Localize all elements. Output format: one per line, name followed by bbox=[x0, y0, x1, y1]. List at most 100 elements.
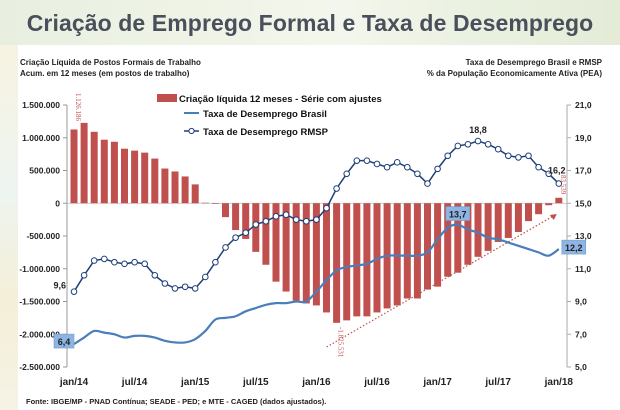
rmsp-point bbox=[404, 163, 411, 171]
left-axis-tick-label: 0 bbox=[55, 198, 60, 208]
bar bbox=[434, 203, 442, 287]
bar bbox=[80, 122, 88, 204]
data-labels: 1.126.186 -1.825.531 83.539 6,4 13,7 12,2 9,6 1… bbox=[53, 93, 587, 358]
rmsp-point bbox=[151, 272, 159, 279]
rmsp-point bbox=[242, 229, 249, 237]
bar bbox=[545, 203, 553, 206]
bar bbox=[272, 203, 280, 282]
legend-label-bars: Criação líquida 12 meses - Série com aju… bbox=[179, 94, 382, 105]
rmsp-point bbox=[90, 257, 98, 264]
legend: Criação líquida 12 meses - Série com aju… bbox=[157, 94, 382, 138]
rmsp-point bbox=[262, 217, 270, 225]
bar bbox=[444, 203, 452, 277]
legend-swatch-bars bbox=[157, 94, 177, 102]
rmsp-point bbox=[232, 234, 239, 241]
rmsp-point bbox=[373, 160, 381, 168]
trend-arrowhead bbox=[549, 214, 557, 220]
bar bbox=[110, 141, 118, 204]
right-axis-subtitle: Taxa de Desemprego Brasil e RMSP % da Po… bbox=[427, 57, 602, 79]
rmsp-point bbox=[292, 216, 300, 223]
right-subtitle-line-1: Taxa de Desemprego Brasil e RMSP bbox=[465, 58, 602, 67]
rmsp-point bbox=[474, 137, 482, 145]
rmsp-point bbox=[191, 285, 199, 292]
page-title: Criação de Emprego Formal e Taxa de Dese… bbox=[26, 10, 594, 36]
brasil-label-first-box bbox=[53, 333, 75, 349]
rmsp-point bbox=[252, 221, 260, 228]
rmsp-point bbox=[222, 244, 229, 251]
legend-marker-rmsp bbox=[188, 127, 195, 135]
trend-line bbox=[326, 213, 558, 348]
bar bbox=[403, 203, 411, 299]
bar bbox=[464, 203, 472, 265]
left-subtitle-line-2: Acum. em 12 meses (em postos de trabalho… bbox=[20, 69, 190, 78]
left-axis-tick-label: -2.500.000 bbox=[19, 362, 60, 372]
bar bbox=[141, 152, 149, 204]
bar bbox=[474, 203, 482, 257]
bar bbox=[70, 129, 78, 204]
bar-label-first: 1.126.186 bbox=[74, 93, 82, 122]
rmsp-point bbox=[525, 152, 532, 160]
right-axis-tick-label: 21,0 bbox=[575, 100, 592, 110]
brasil-label-peak-box bbox=[445, 206, 471, 221]
rmsp-label-peak: 18,8 bbox=[469, 125, 487, 135]
bar bbox=[484, 203, 492, 251]
bar bbox=[161, 168, 169, 204]
bar bbox=[353, 203, 361, 317]
rmsp-point bbox=[101, 255, 108, 263]
rmsp-point bbox=[70, 288, 78, 295]
bar bbox=[292, 203, 300, 301]
bar bbox=[312, 203, 320, 306]
rmsp-point bbox=[484, 141, 492, 148]
bar bbox=[504, 203, 512, 238]
rmsp-point bbox=[323, 204, 330, 212]
x-axis-tick-label: jan/14 bbox=[59, 377, 89, 388]
brasil-label-last: 12,2 bbox=[565, 243, 583, 253]
right-axis-tick-label: 17,0 bbox=[575, 166, 592, 176]
rmsp-point bbox=[131, 258, 138, 266]
rmsp-point bbox=[515, 154, 522, 161]
left-axis-tick-label: -2.000.000 bbox=[19, 329, 60, 339]
rmsp-point bbox=[434, 165, 441, 173]
bar bbox=[535, 203, 543, 215]
brasil-line bbox=[73, 223, 560, 345]
right-axis-tick-label: 15,0 bbox=[575, 198, 592, 208]
bar bbox=[323, 203, 330, 313]
bar bbox=[393, 203, 401, 306]
bar bbox=[90, 131, 98, 204]
brasil-label-peak: 13,7 bbox=[449, 210, 467, 220]
bar bbox=[232, 203, 240, 231]
left-axis-tick-label: 1.500.000 bbox=[22, 100, 60, 110]
rmsp-point bbox=[141, 260, 148, 268]
bar bbox=[413, 203, 421, 299]
x-axis-tick-label: jan/18 bbox=[544, 377, 574, 388]
legend-label-brasil: Taxa de Desemprego Brasil bbox=[203, 109, 327, 120]
rmsp-label-last: 16,2 bbox=[548, 166, 566, 176]
x-axis-tick-label: jul/14 bbox=[121, 377, 148, 388]
bar bbox=[181, 176, 189, 204]
bar bbox=[262, 203, 270, 265]
bar-label-min: -1.825.531 bbox=[337, 327, 345, 358]
left-subtitle-line-1: Criação Líquida de Postos Formais de Tra… bbox=[20, 58, 201, 67]
rmsp-point bbox=[181, 283, 189, 291]
rmsp-point bbox=[111, 258, 118, 266]
x-axis-tick-label: jul/15 bbox=[242, 377, 269, 388]
axes: 1.500.000 1.000.000 500.000 0 -500.000 -1.000… bbox=[19, 100, 591, 388]
rmsp-point bbox=[272, 213, 280, 220]
rmsp-point bbox=[171, 285, 179, 292]
rmsp-point bbox=[282, 211, 290, 219]
rmsp-point bbox=[535, 163, 542, 171]
rmsp-point bbox=[464, 141, 472, 148]
right-axis-tick-label: 11,0 bbox=[575, 264, 591, 274]
rmsp-point bbox=[505, 152, 512, 160]
rmsp-point bbox=[353, 157, 361, 164]
right-axis-tick-label: 13,0 bbox=[575, 231, 592, 241]
left-axis-tick-label: 500.000 bbox=[29, 166, 60, 176]
bar bbox=[191, 184, 199, 204]
bar bbox=[100, 139, 108, 204]
rmsp-point bbox=[393, 159, 401, 166]
right-axis-tick-label: 9,0 bbox=[575, 297, 587, 307]
bar bbox=[282, 203, 290, 292]
source-note: Fonte: IBGE/MP - PNAD Contínua; SEADE - … bbox=[26, 397, 327, 406]
bar bbox=[555, 197, 563, 204]
